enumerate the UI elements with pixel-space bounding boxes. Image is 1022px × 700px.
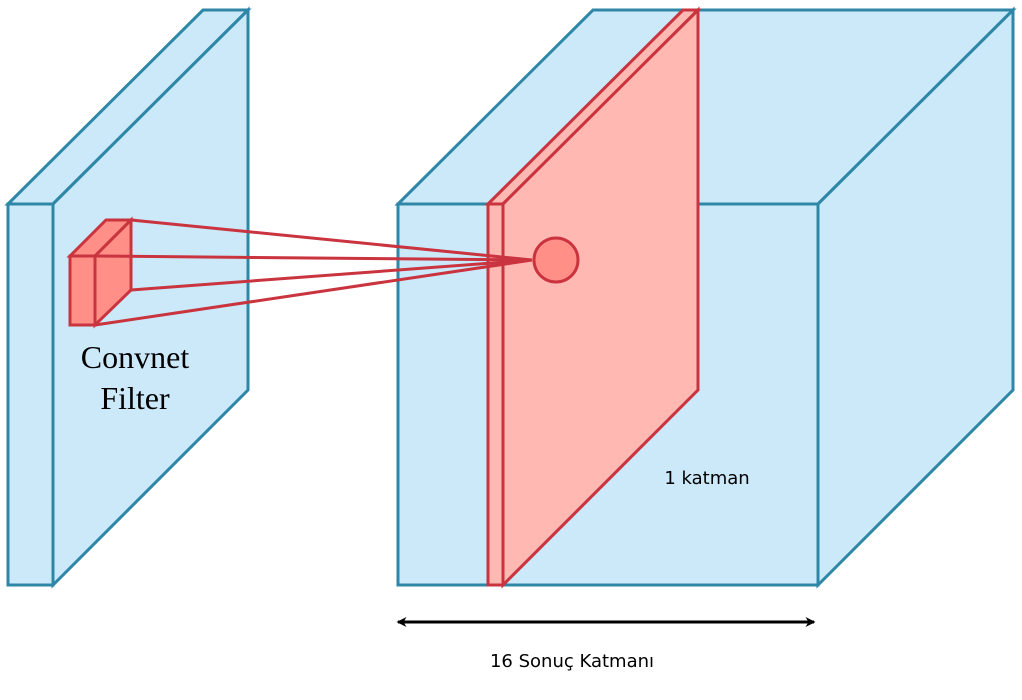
projection-line <box>130 218 533 262</box>
filter-label-line1: Convnet <box>81 339 190 375</box>
filter-label-line2: Filter <box>100 380 170 416</box>
input-volume <box>4 6 252 589</box>
result-layers-label: 16 Sonuç Katmanı <box>490 651 654 672</box>
slice-front-face <box>486 202 505 587</box>
output-layer-slice <box>484 6 702 589</box>
projection-line <box>130 258 533 292</box>
single-layer-label: 1 katman <box>664 468 749 489</box>
convnet-filter <box>66 216 135 329</box>
projection-line <box>94 254 533 262</box>
projection-line <box>94 258 533 327</box>
output-neuron <box>532 236 580 284</box>
projection-lines <box>94 218 533 327</box>
input-volume-front-face <box>6 202 55 587</box>
filter-front-face <box>68 254 97 327</box>
